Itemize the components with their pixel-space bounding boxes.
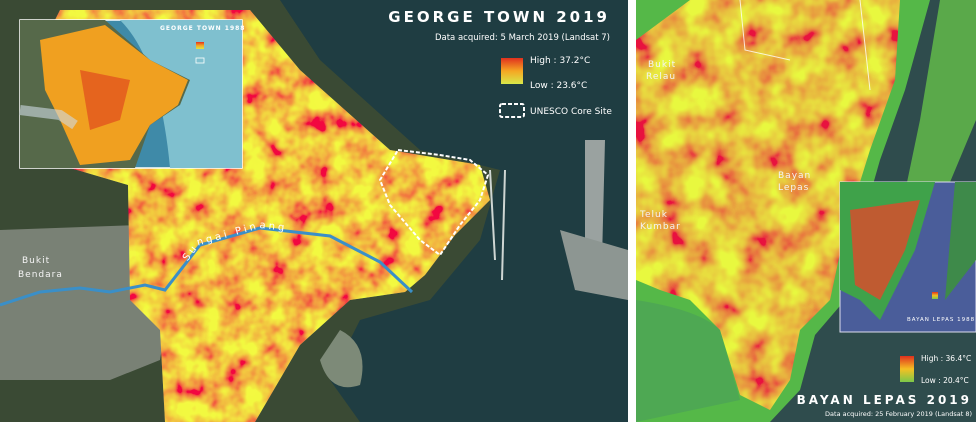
inset-town (19, 105, 78, 130)
inset-legend-swatch (196, 42, 204, 49)
district-boundary (739, 0, 871, 91)
map-title: GEORGE TOWN 2019 (388, 8, 610, 26)
legend-boundary-label: UNESCO Core Site (530, 107, 612, 117)
place-label: Bendara (18, 270, 63, 280)
inset-island (945, 182, 976, 300)
unesco-boundary (378, 148, 490, 257)
legend-high: High : 37.2°C (530, 56, 590, 66)
place-label: Lepas (778, 183, 809, 193)
bayan-lepas-map: Bukit Relau Bayan Lepas Teluk Kumbar BAY… (636, 0, 976, 422)
legend-swatch (900, 356, 914, 382)
legend-boundary (499, 103, 525, 118)
inset-title: BAYAN LEPAS 1988 (907, 317, 975, 323)
place-label: Teluk (639, 210, 668, 220)
place-label: Bayan (778, 171, 811, 181)
place-label: Relau (646, 72, 676, 82)
place-label: Kumbar (640, 222, 681, 232)
inset-map: BAYAN LEPAS 1988 (839, 181, 976, 333)
map-subtitle: Data acquired: 25 February 2019 (Landsat… (825, 410, 972, 418)
river (0, 226, 414, 307)
legend-swatch (501, 58, 523, 84)
inset-heat (850, 200, 920, 300)
george-town-map: Sungai Pinang Bukit Bendara GEORGE TOWN … (0, 0, 628, 422)
port (560, 230, 628, 300)
inset-title: GEORGE TOWN 1988 (160, 25, 245, 32)
town-area (0, 225, 170, 380)
place-label: Bukit (22, 256, 50, 266)
port (585, 140, 605, 265)
map-title: BAYAN LEPAS 2019 (797, 393, 972, 407)
legend-low: Low : 23.6°C (530, 81, 587, 91)
inset-map: GEORGE TOWN 1988 (19, 19, 245, 169)
inset-legend-swatch (932, 292, 938, 299)
legend-high: High : 36.4°C (921, 354, 971, 363)
inset-heat-core (80, 70, 130, 130)
place-label: Bukit (648, 60, 676, 70)
legend-low: Low : 20.4°C (921, 376, 969, 385)
islet (320, 330, 363, 388)
coast (636, 300, 740, 422)
jetty (489, 169, 506, 281)
inset-legend-swatch (195, 57, 205, 64)
map-subtitle: Data acquired: 5 March 2019 (Landsat 7) (435, 33, 610, 43)
